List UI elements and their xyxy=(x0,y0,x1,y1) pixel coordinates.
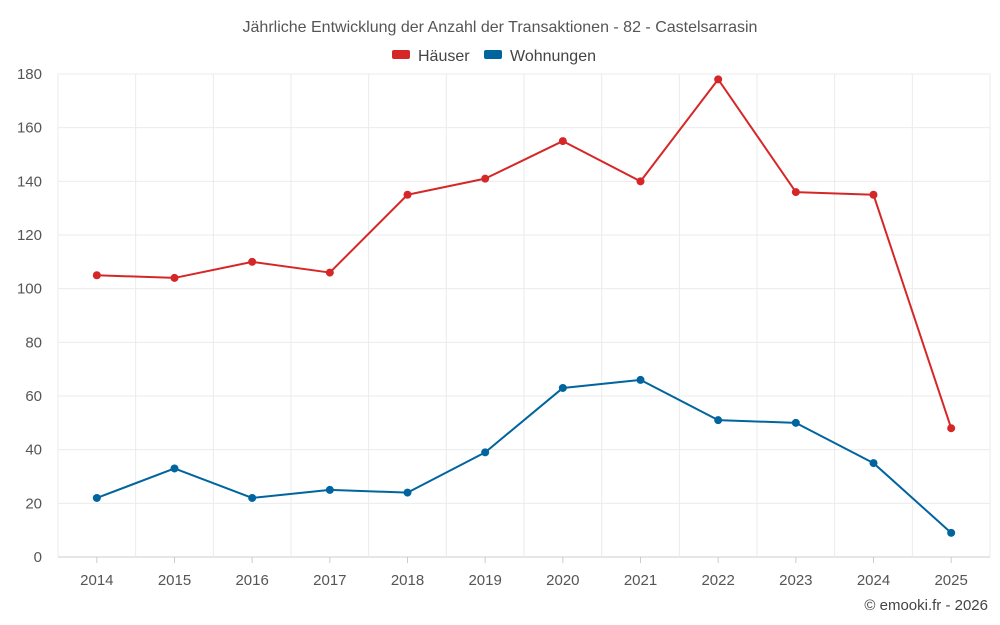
chart-title: Jährliche Entwicklung der Anzahl der Tra… xyxy=(243,19,758,36)
data-point-wohnungen[interactable] xyxy=(248,493,257,502)
data-point-hauser[interactable] xyxy=(481,174,490,183)
x-axis-ticks: 2014 2015 2016 2017 2018 2019 2020 2021 2022 2023… xyxy=(80,557,968,589)
data-point-hauser[interactable] xyxy=(558,137,567,146)
y-axis-ticks: 0 20 40 60 80 100 120 140 160 180 xyxy=(17,66,42,566)
y-tick-label: 120 xyxy=(17,227,42,244)
data-point-wohnungen[interactable] xyxy=(636,375,645,384)
data-point-wohnungen[interactable] xyxy=(791,418,800,427)
data-point-hauser[interactable] xyxy=(636,177,645,186)
x-tick-label: 2022 xyxy=(701,572,734,589)
legend-swatch-wohnungen xyxy=(484,50,502,59)
x-tick-label: 2014 xyxy=(80,572,113,589)
y-tick-label: 40 xyxy=(25,442,42,459)
x-tick-label: 2025 xyxy=(934,572,967,589)
data-point-hauser[interactable] xyxy=(92,271,101,280)
y-tick-label: 180 xyxy=(17,66,42,83)
data-point-hauser[interactable] xyxy=(947,424,956,433)
legend: Häuser Wohnungen xyxy=(392,48,596,65)
data-point-hauser[interactable] xyxy=(791,188,800,197)
data-point-wohnungen[interactable] xyxy=(325,485,334,494)
x-tick-label: 2016 xyxy=(235,572,268,589)
x-tick-label: 2021 xyxy=(624,572,657,589)
data-point-wohnungen[interactable] xyxy=(92,493,101,502)
series-line-hauser xyxy=(96,78,953,429)
y-tick-label: 160 xyxy=(17,120,42,137)
x-tick-label: 2023 xyxy=(779,572,812,589)
credit-text: © emooki.fr - 2026 xyxy=(864,597,988,614)
data-point-hauser[interactable] xyxy=(248,257,257,266)
data-point-wohnungen[interactable] xyxy=(558,383,567,392)
y-tick-label: 100 xyxy=(17,281,42,298)
x-tick-label: 2020 xyxy=(546,572,579,589)
data-point-hauser[interactable] xyxy=(714,75,723,84)
data-point-wohnungen[interactable] xyxy=(714,416,723,425)
data-point-wohnungen[interactable] xyxy=(403,488,412,497)
series-line-wohnungen xyxy=(96,378,952,534)
data-point-hauser[interactable] xyxy=(325,268,334,277)
y-tick-label: 0 xyxy=(34,549,42,566)
y-tick-label: 20 xyxy=(25,495,42,512)
x-tick-label: 2024 xyxy=(857,572,890,589)
data-point-wohnungen[interactable] xyxy=(170,464,179,473)
series xyxy=(92,75,956,537)
legend-label-hauser[interactable]: Häuser xyxy=(418,48,470,65)
legend-label-wohnungen[interactable]: Wohnungen xyxy=(510,48,596,65)
data-point-hauser[interactable] xyxy=(869,190,878,199)
x-tick-label: 2018 xyxy=(391,572,424,589)
x-tick-label: 2017 xyxy=(313,572,346,589)
data-point-wohnungen[interactable] xyxy=(869,459,878,468)
legend-swatch-hauser xyxy=(392,50,410,59)
data-point-wohnungen[interactable] xyxy=(481,448,490,457)
y-tick-label: 60 xyxy=(25,388,42,405)
y-tick-label: 80 xyxy=(25,334,42,351)
x-tick-label: 2019 xyxy=(468,572,501,589)
grid xyxy=(57,73,991,558)
x-tick-label: 2015 xyxy=(158,572,191,589)
data-point-hauser[interactable] xyxy=(403,190,412,199)
data-point-wohnungen[interactable] xyxy=(947,528,956,537)
data-point-hauser[interactable] xyxy=(170,273,179,282)
y-tick-label: 140 xyxy=(17,173,42,190)
